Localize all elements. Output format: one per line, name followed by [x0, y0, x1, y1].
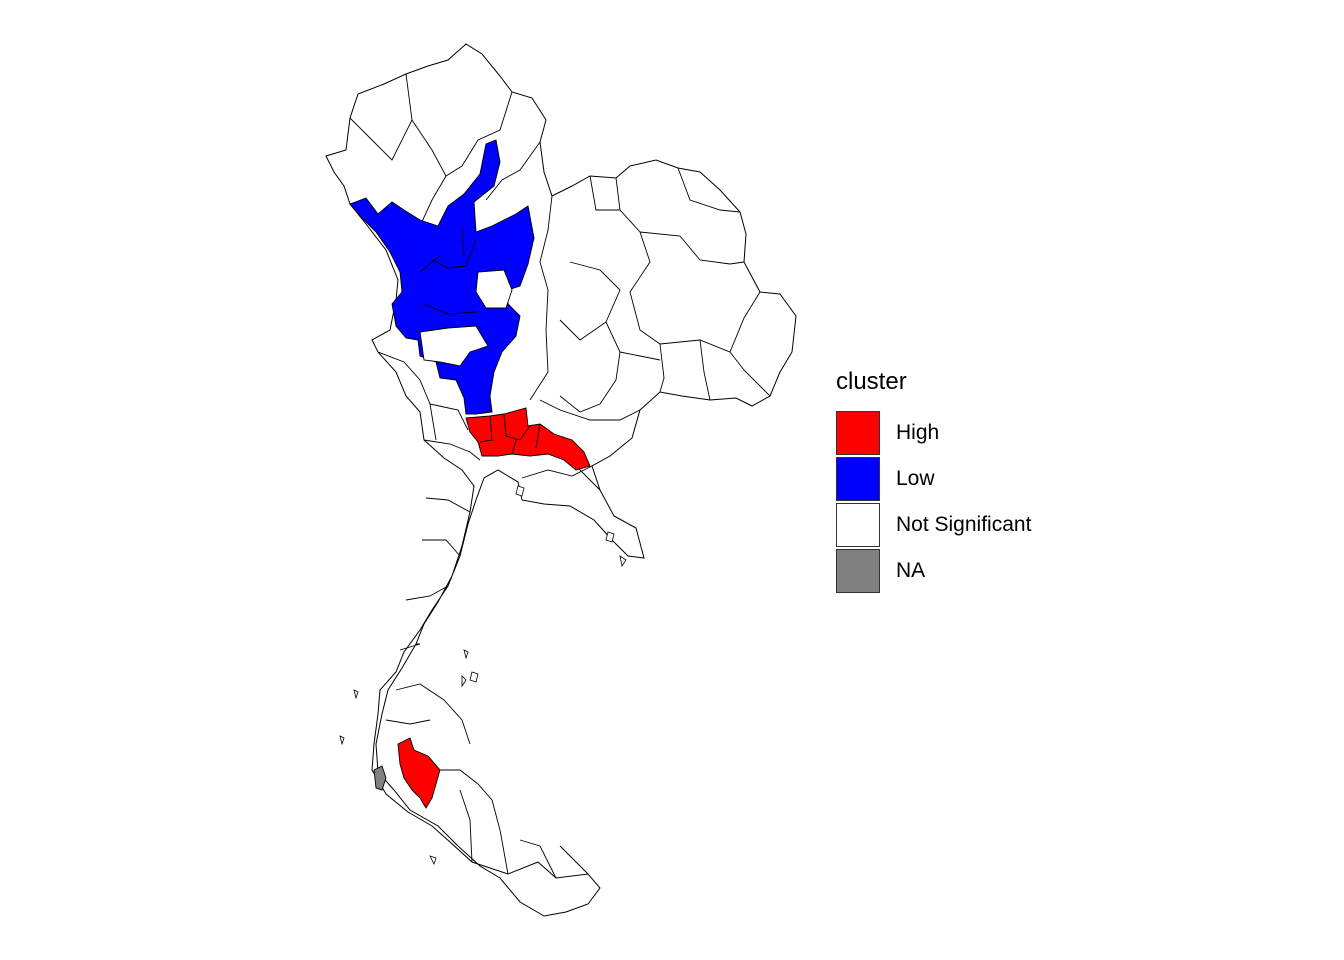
legend-label-low: Low [896, 467, 935, 490]
legend-item-not-significant: Not Significant [836, 502, 1031, 548]
legend-item-na: NA [836, 548, 1031, 594]
legend-swatch-low [836, 457, 880, 501]
high-cluster-provinces-central [465, 407, 591, 471]
low-cluster-provinces [349, 139, 535, 415]
province-low-inner-white-2 [419, 325, 489, 367]
province-high-1 [465, 407, 591, 471]
province-boundaries [349, 73, 771, 879]
province-low-inner-white-1 [475, 269, 513, 309]
legend-swatch-not-significant [836, 503, 880, 547]
legend: cluster High Low Not Significant NA [836, 366, 1031, 594]
legend-swatch-high [836, 411, 880, 455]
legend-title: cluster [836, 368, 907, 395]
legend-label-not-significant: Not Significant [896, 513, 1032, 536]
legend-swatch-na [836, 549, 880, 593]
legend-item-high: High [836, 410, 1031, 456]
legend-label-na: NA [896, 559, 926, 582]
legend-item-low: Low [836, 456, 1031, 502]
legend-label-high: High [896, 421, 940, 444]
country-outline [325, 43, 797, 917]
islands [339, 485, 627, 866]
province-high-south [397, 737, 441, 809]
province-na-island [373, 765, 387, 791]
